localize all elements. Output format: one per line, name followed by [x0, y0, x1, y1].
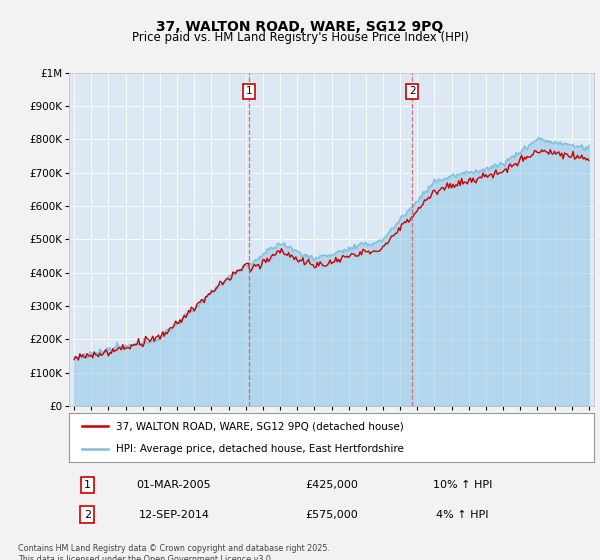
Text: £425,000: £425,000: [305, 480, 358, 490]
Text: Price paid vs. HM Land Registry's House Price Index (HPI): Price paid vs. HM Land Registry's House …: [131, 31, 469, 44]
Text: 37, WALTON ROAD, WARE, SG12 9PQ (detached house): 37, WALTON ROAD, WARE, SG12 9PQ (detache…: [116, 421, 404, 431]
Text: 37, WALTON ROAD, WARE, SG12 9PQ: 37, WALTON ROAD, WARE, SG12 9PQ: [157, 20, 443, 34]
Text: £575,000: £575,000: [305, 510, 358, 520]
Text: 2: 2: [409, 86, 416, 96]
Text: 1: 1: [245, 86, 252, 96]
Text: 1: 1: [84, 480, 91, 490]
Text: 01-MAR-2005: 01-MAR-2005: [137, 480, 211, 490]
Text: 2: 2: [84, 510, 91, 520]
Text: Contains HM Land Registry data © Crown copyright and database right 2025.
This d: Contains HM Land Registry data © Crown c…: [18, 544, 330, 560]
Text: HPI: Average price, detached house, East Hertfordshire: HPI: Average price, detached house, East…: [116, 444, 404, 454]
Text: 12-SEP-2014: 12-SEP-2014: [139, 510, 209, 520]
Text: 10% ↑ HPI: 10% ↑ HPI: [433, 480, 493, 490]
Text: 4% ↑ HPI: 4% ↑ HPI: [437, 510, 489, 520]
